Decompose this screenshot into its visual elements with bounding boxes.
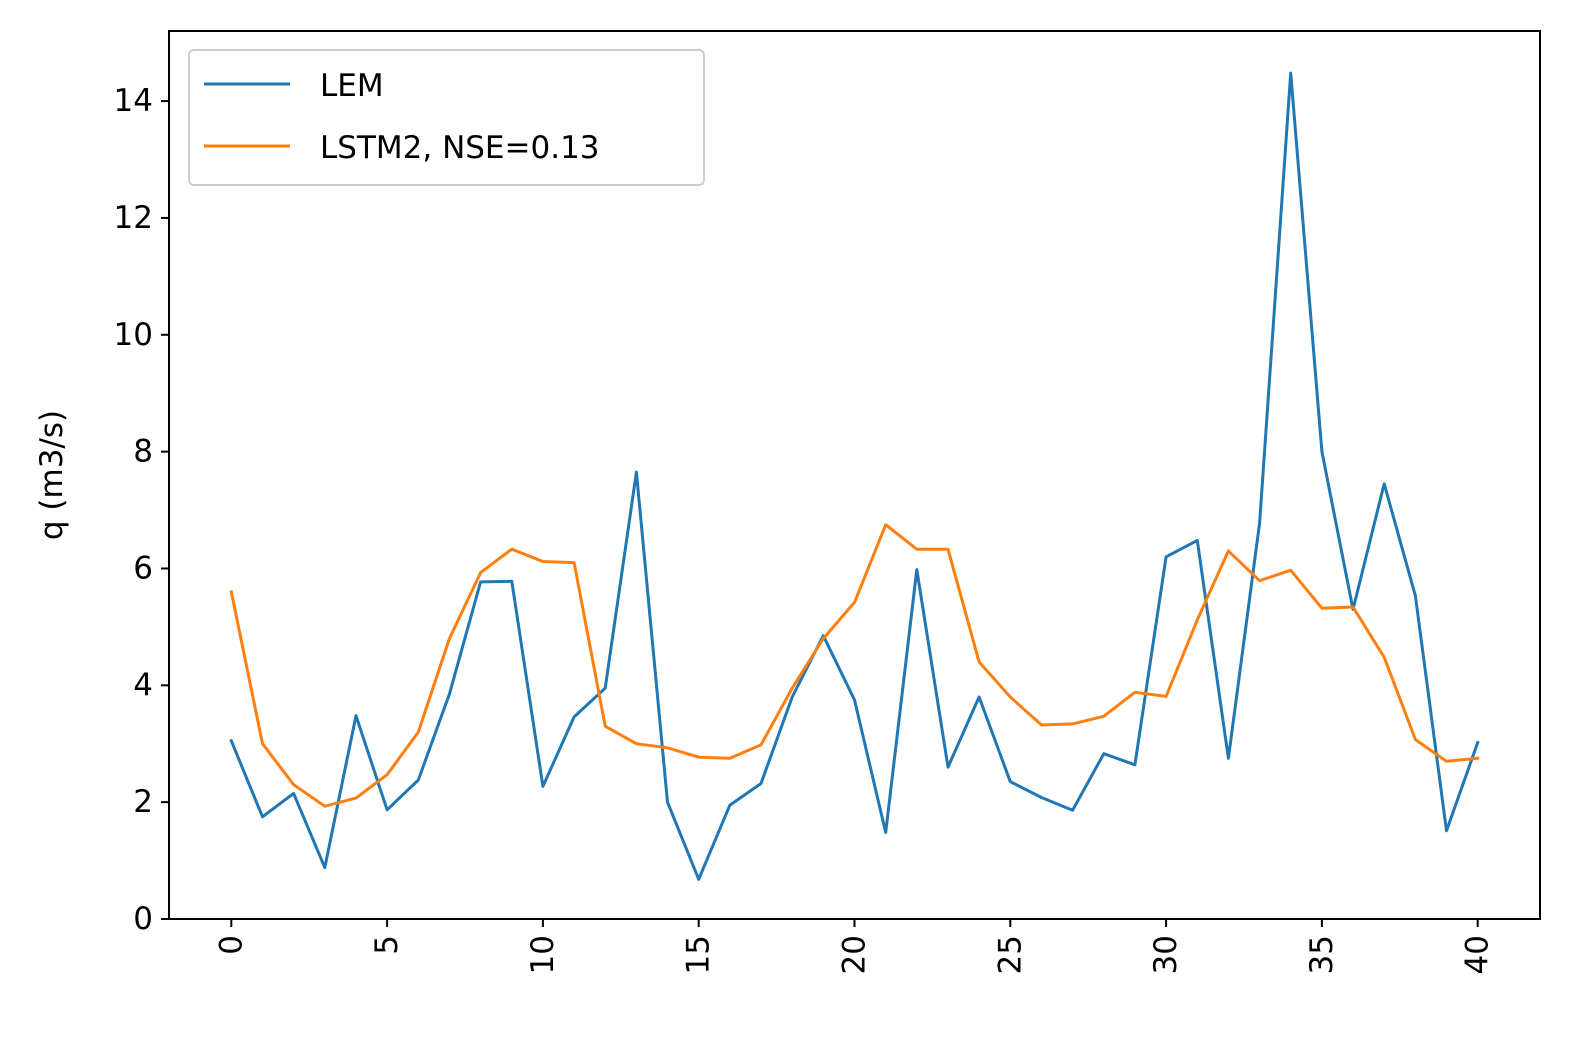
- x-tick-label: 40: [1460, 935, 1496, 974]
- y-tick-label: 8: [133, 434, 153, 470]
- y-axis-label: q (m3/s): [34, 410, 70, 540]
- legend-label-lem: LEM: [320, 68, 384, 104]
- x-axis: 0 5 10 15 20 25 30 35 40: [213, 919, 1496, 974]
- x-tick-label: 0: [213, 935, 249, 955]
- x-tick-label: 15: [681, 935, 717, 974]
- y-tick-label: 4: [133, 667, 153, 703]
- series-layer: [229, 71, 1480, 881]
- x-tick-label: 35: [1304, 935, 1340, 974]
- y-axis: 0 2 4 6 8 10 12 14: [114, 83, 169, 937]
- x-tick-label: 30: [1148, 935, 1184, 974]
- y-tick-label: 12: [114, 200, 153, 236]
- x-tick-label: 20: [837, 935, 873, 974]
- x-tick-label: 5: [369, 935, 405, 955]
- x-tick-label: 25: [992, 935, 1028, 974]
- series-line-lstm2: [229, 523, 1480, 808]
- y-tick-label: 6: [133, 550, 153, 586]
- y-tick-label: 0: [133, 901, 153, 937]
- legend-frame: [188, 49, 705, 186]
- y-tick-label: 10: [114, 317, 153, 353]
- legend-label-lstm2: LSTM2, NSE=0.13: [320, 130, 600, 166]
- series-line-lem: [229, 71, 1480, 881]
- x-tick-label: 10: [525, 935, 561, 974]
- y-tick-label: 2: [133, 784, 153, 820]
- legend: LEM LSTM2, NSE=0.13: [188, 49, 705, 186]
- y-tick-label: 14: [114, 83, 153, 119]
